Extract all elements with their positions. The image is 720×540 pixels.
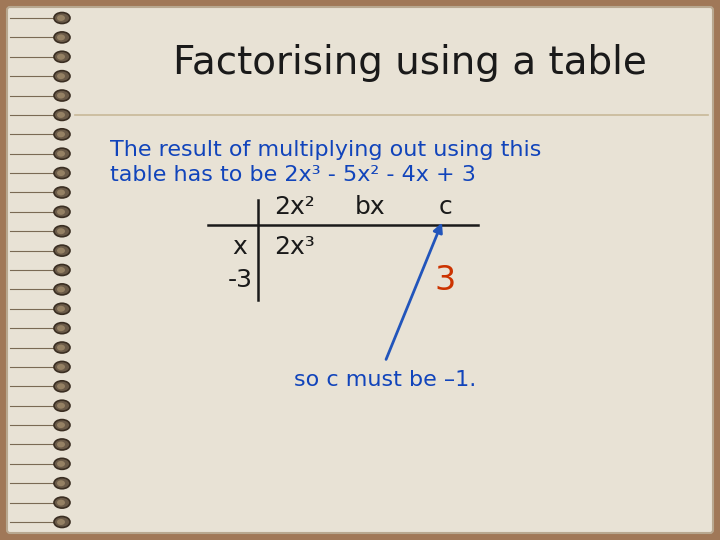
- Text: table has to be 2x³ - 5x² - 4x + 3: table has to be 2x³ - 5x² - 4x + 3: [110, 165, 476, 185]
- Ellipse shape: [57, 73, 65, 79]
- Ellipse shape: [57, 422, 65, 428]
- Ellipse shape: [57, 112, 65, 118]
- Ellipse shape: [57, 151, 65, 157]
- Ellipse shape: [54, 516, 70, 528]
- Ellipse shape: [54, 32, 70, 43]
- Ellipse shape: [57, 54, 65, 60]
- Ellipse shape: [57, 364, 65, 370]
- Ellipse shape: [54, 90, 70, 101]
- Ellipse shape: [54, 342, 70, 353]
- Text: Factorising using a table: Factorising using a table: [173, 44, 647, 82]
- Ellipse shape: [54, 12, 70, 24]
- Ellipse shape: [54, 51, 70, 62]
- Text: c: c: [438, 195, 452, 219]
- Ellipse shape: [54, 148, 70, 159]
- Text: so c must be –1.: so c must be –1.: [294, 370, 476, 390]
- Ellipse shape: [54, 420, 70, 430]
- Ellipse shape: [54, 361, 70, 373]
- Text: x: x: [233, 235, 248, 259]
- Ellipse shape: [57, 190, 65, 195]
- Ellipse shape: [57, 500, 65, 505]
- Ellipse shape: [54, 187, 70, 198]
- Ellipse shape: [57, 170, 65, 176]
- Ellipse shape: [54, 245, 70, 256]
- FancyBboxPatch shape: [7, 7, 713, 533]
- Ellipse shape: [54, 284, 70, 295]
- Ellipse shape: [54, 71, 70, 82]
- Ellipse shape: [54, 129, 70, 140]
- Ellipse shape: [57, 248, 65, 254]
- Ellipse shape: [54, 110, 70, 120]
- Ellipse shape: [57, 209, 65, 215]
- Ellipse shape: [57, 286, 65, 292]
- Text: The result of multiplying out using this: The result of multiplying out using this: [110, 140, 541, 160]
- Ellipse shape: [57, 345, 65, 350]
- Ellipse shape: [54, 400, 70, 411]
- Ellipse shape: [57, 461, 65, 467]
- Ellipse shape: [54, 323, 70, 334]
- Ellipse shape: [57, 480, 65, 486]
- Ellipse shape: [57, 325, 65, 331]
- Text: 2x²: 2x²: [274, 195, 315, 219]
- Text: 2x³: 2x³: [274, 235, 315, 259]
- Ellipse shape: [57, 131, 65, 137]
- Ellipse shape: [54, 458, 70, 469]
- Ellipse shape: [57, 228, 65, 234]
- Ellipse shape: [57, 403, 65, 409]
- Ellipse shape: [57, 92, 65, 98]
- Text: bx: bx: [355, 195, 385, 219]
- Ellipse shape: [54, 265, 70, 275]
- Ellipse shape: [54, 497, 70, 508]
- Ellipse shape: [57, 383, 65, 389]
- Ellipse shape: [57, 442, 65, 448]
- Ellipse shape: [54, 206, 70, 217]
- Text: -3: -3: [228, 268, 253, 292]
- Ellipse shape: [57, 15, 65, 21]
- Ellipse shape: [57, 267, 65, 273]
- Ellipse shape: [54, 303, 70, 314]
- Ellipse shape: [57, 35, 65, 40]
- Ellipse shape: [54, 167, 70, 179]
- Ellipse shape: [54, 478, 70, 489]
- Text: 3: 3: [434, 264, 456, 296]
- Ellipse shape: [54, 226, 70, 237]
- Ellipse shape: [57, 306, 65, 312]
- Ellipse shape: [54, 381, 70, 392]
- Ellipse shape: [57, 519, 65, 525]
- Ellipse shape: [54, 439, 70, 450]
